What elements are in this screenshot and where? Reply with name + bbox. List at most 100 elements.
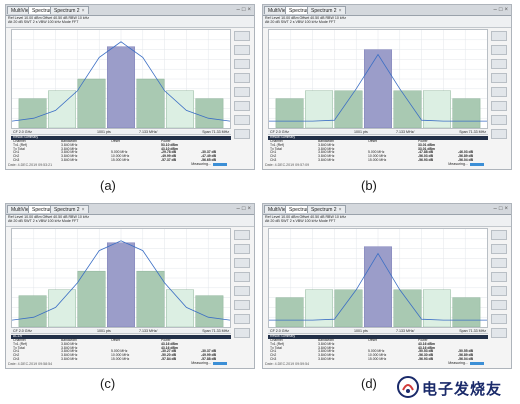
panel-caption: (a) xyxy=(100,178,116,193)
close-icon[interactable]: × xyxy=(81,207,85,213)
side-button[interactable] xyxy=(491,101,507,111)
table-cell: -49.99 dB xyxy=(161,154,177,159)
panel-caption: (b) xyxy=(361,178,377,193)
side-button[interactable] xyxy=(234,272,250,282)
side-button[interactable] xyxy=(491,272,507,282)
side-button[interactable] xyxy=(234,286,250,296)
side-button[interactable] xyxy=(491,59,507,69)
side-button[interactable] xyxy=(491,328,507,338)
side-button[interactable] xyxy=(491,87,507,97)
table-cell: 3.840 MHz xyxy=(318,154,335,159)
table-column: Channel xyxy=(13,139,26,143)
side-button[interactable] xyxy=(491,286,507,296)
minimize-icon[interactable]: – xyxy=(493,7,497,13)
close-icon[interactable]: × xyxy=(247,7,251,13)
tab-label: MultiView xyxy=(268,8,290,14)
side-button[interactable] xyxy=(491,300,507,310)
table-row: Tx Total 3.840 MHz 33.01 dBm xyxy=(268,147,488,152)
span-step: 7.133 MHz/ xyxy=(139,329,158,333)
tab-2[interactable]: Spectrum 2 × xyxy=(307,205,346,213)
side-button[interactable] xyxy=(234,129,250,139)
table-cell: 3.840 MHz xyxy=(61,341,78,346)
table-column: Power xyxy=(161,338,171,342)
table-column-row: Channel Bandwidth Offset Power xyxy=(268,338,488,343)
maximize-icon[interactable]: □ xyxy=(241,206,246,212)
channel-bar xyxy=(18,98,47,128)
spectrum-plot xyxy=(268,29,488,129)
side-button[interactable] xyxy=(234,244,250,254)
channel-bar xyxy=(195,295,224,327)
close-icon[interactable]: × xyxy=(504,206,508,212)
channel-bar xyxy=(77,78,106,128)
minimize-icon[interactable]: – xyxy=(236,206,240,212)
side-button[interactable] xyxy=(234,101,250,111)
side-button[interactable] xyxy=(234,73,250,83)
table-cell: -56.93 dB xyxy=(418,157,434,161)
side-button[interactable] xyxy=(234,59,250,69)
side-button[interactable] xyxy=(491,129,507,139)
tab-label: Spectrum xyxy=(32,8,54,14)
close-icon[interactable]: × xyxy=(81,8,85,14)
table-cell: 10.000 MHz xyxy=(368,154,387,159)
panel-caption: (c) xyxy=(100,376,116,391)
side-button[interactable] xyxy=(491,45,507,55)
close-icon[interactable]: × xyxy=(504,7,508,13)
minimize-icon[interactable]: – xyxy=(493,206,497,212)
side-button[interactable] xyxy=(234,115,250,125)
side-button[interactable] xyxy=(491,115,507,125)
side-button[interactable] xyxy=(234,258,250,268)
table-row: Ch1 3.840 MHz 5.000 MHz -29.78 dB -30.37 dB xyxy=(11,151,231,155)
table-cell: 15.000 MHz xyxy=(111,356,130,360)
tab-2[interactable]: Spectrum 2 × xyxy=(50,205,89,213)
side-button[interactable] xyxy=(234,87,250,97)
spectrum-svg xyxy=(269,30,487,128)
table-cell: 3.840 MHz xyxy=(61,146,78,151)
side-button[interactable] xyxy=(234,230,250,240)
table-cell: Ch2 xyxy=(13,353,20,358)
maximize-icon[interactable]: □ xyxy=(498,7,503,13)
channel-bar xyxy=(334,289,363,327)
channel-bar xyxy=(136,78,165,128)
sweep-points: 1001 pts xyxy=(354,130,368,134)
minimize-icon[interactable]: – xyxy=(236,7,240,13)
close-icon[interactable]: × xyxy=(338,207,342,213)
side-button[interactable] xyxy=(234,314,250,324)
tab-2[interactable]: Spectrum 2 × xyxy=(307,6,346,14)
side-button[interactable] xyxy=(491,230,507,240)
side-button[interactable] xyxy=(491,31,507,41)
close-icon[interactable]: × xyxy=(247,206,251,212)
settings-info: Ref Level 10.00 dBm Offset 40.50 dB RBW … xyxy=(6,215,254,227)
side-button[interactable] xyxy=(234,31,250,41)
side-button[interactable] xyxy=(234,300,250,310)
table-column: Power xyxy=(161,139,171,143)
channel-bar xyxy=(364,246,392,327)
table-row: Ch1 3.840 MHz 5.000 MHz -50.53 dB -50.55 dB xyxy=(268,350,488,354)
close-icon[interactable]: × xyxy=(338,8,342,14)
tab-label: MultiView xyxy=(11,8,33,14)
side-button[interactable] xyxy=(491,244,507,254)
table-row: Ch3 3.840 MHz 15.000 MHz -57.84 dB -57.88 dB xyxy=(11,356,231,360)
maximize-icon[interactable]: □ xyxy=(241,7,246,13)
table-row: Tx Total 3.840 MHz 43.16 dBm xyxy=(11,346,231,351)
table-column: Channel xyxy=(270,338,283,342)
table-column: Bandwidth xyxy=(318,338,334,342)
table-cell: Ch1 xyxy=(270,150,277,155)
table-cell: Tx1 (Ref) xyxy=(270,341,285,346)
table-cell: -56.89 dB xyxy=(458,353,474,358)
table-cell: 3.840 MHz xyxy=(318,341,335,346)
tab-2[interactable]: Spectrum 2 × xyxy=(50,6,89,14)
side-button[interactable] xyxy=(491,314,507,324)
side-button[interactable] xyxy=(234,45,250,55)
side-toolbar xyxy=(234,230,250,360)
table-row: Tx1 (Ref) 3.840 MHz 43.16 dBm xyxy=(11,341,231,347)
side-button[interactable] xyxy=(491,258,507,268)
plot-footer: CF 2.0 GHz 1001 pts 7.133 MHz/Span 71.33 M… xyxy=(268,329,488,334)
maximize-icon[interactable]: □ xyxy=(498,206,503,212)
side-button[interactable] xyxy=(491,73,507,83)
sweep-points: 1001 pts xyxy=(354,329,368,333)
center-frequency: CF 2.0 GHz xyxy=(13,130,32,134)
watermark-logo: 电子发烧友 xyxy=(396,374,514,400)
side-button[interactable] xyxy=(234,328,250,338)
